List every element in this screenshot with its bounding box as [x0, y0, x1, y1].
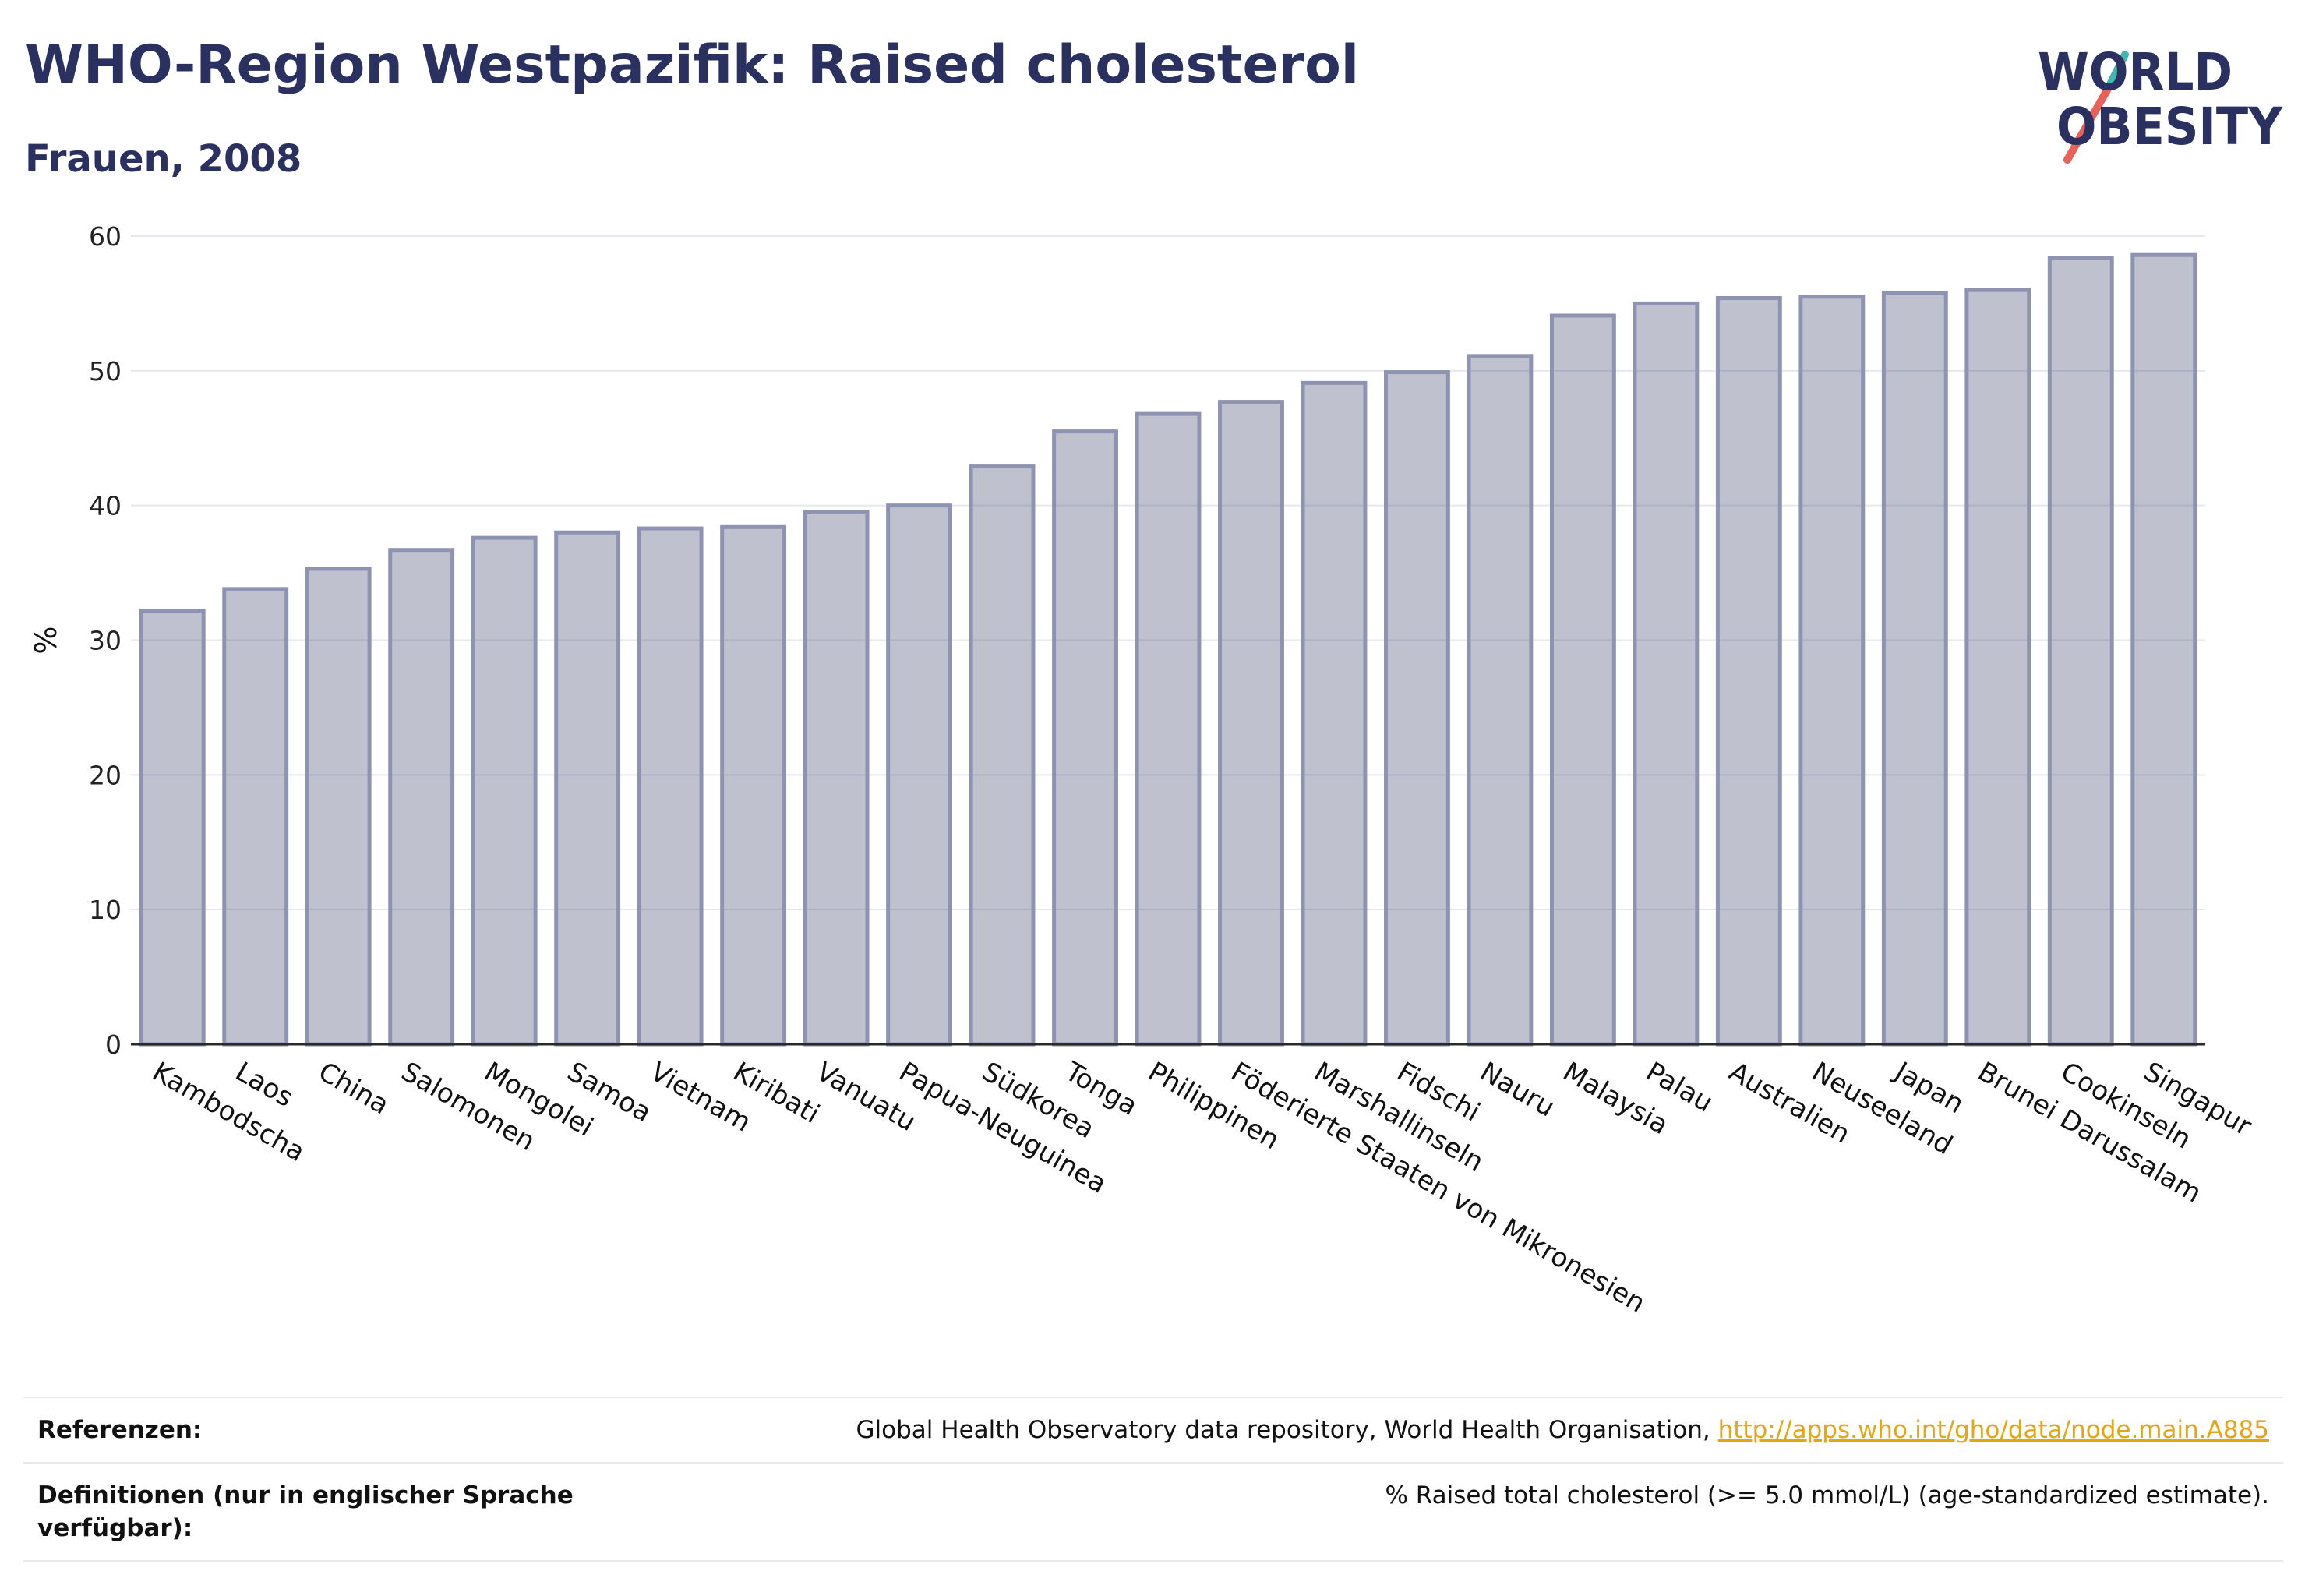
bar[interactable] — [1964, 288, 2031, 1047]
logo-line1: WORLD — [2038, 42, 2233, 102]
bar[interactable] — [720, 524, 787, 1047]
bar[interactable] — [2130, 252, 2197, 1047]
chart-title: WHO-Region Westpazifik: Raised cholester… — [25, 34, 1360, 96]
logo-line2: OBESITY — [2056, 97, 2283, 157]
bar[interactable] — [637, 526, 704, 1047]
references-row: Referenzen: Global Health Observatory da… — [23, 1396, 2283, 1462]
y-tick-label: 0 — [105, 1029, 122, 1060]
bar[interactable] — [803, 510, 870, 1047]
bar[interactable] — [1135, 411, 1202, 1047]
references-link[interactable]: http://apps.who.int/gho/data/node.main.A… — [1717, 1416, 2269, 1444]
bar[interactable] — [1218, 400, 1284, 1047]
bar[interactable] — [969, 464, 1036, 1047]
references-text: Global Health Observatory data repositor… — [856, 1416, 1718, 1444]
y-tick-label: 30 — [89, 626, 122, 656]
footer-table: Referenzen: Global Health Observatory da… — [23, 1396, 2283, 1562]
y-tick-label: 40 — [89, 491, 122, 521]
bar[interactable] — [1467, 354, 1534, 1047]
bar[interactable] — [886, 503, 952, 1047]
definitions-row: Definitionen (nur in englischer Sprache … — [23, 1462, 2283, 1562]
bar[interactable] — [1798, 295, 1866, 1047]
y-axis-label: % — [29, 626, 63, 654]
y-tick-label: 50 — [89, 356, 122, 387]
chart-subtitle: Frauen, 2008 — [25, 137, 302, 181]
bar[interactable] — [1633, 301, 1700, 1047]
bar[interactable] — [1384, 370, 1450, 1047]
bars — [139, 252, 2197, 1047]
definitions-value: % Raised total cholesterol (>= 5.0 mmol/… — [1385, 1481, 2269, 1509]
bar[interactable] — [139, 608, 206, 1047]
x-tick-label: China — [313, 1056, 394, 1121]
logo-slash-top — [2106, 51, 2129, 90]
references-value: Global Health Observatory data repositor… — [842, 1398, 2283, 1462]
y-tick-label: 20 — [89, 760, 122, 790]
bar[interactable] — [1301, 380, 1368, 1047]
logo-slash-bottom — [2063, 85, 2112, 164]
bar[interactable] — [222, 587, 289, 1047]
bar[interactable] — [388, 548, 455, 1047]
x-tick-label: Nauru — [1474, 1056, 1560, 1123]
grid-lines — [131, 235, 2205, 911]
y-tick-label: 60 — [89, 221, 122, 252]
definitions-label: Definitionen (nur in englischer Sprache … — [37, 1481, 574, 1542]
bar[interactable] — [305, 567, 372, 1047]
bar[interactable] — [554, 530, 621, 1047]
y-axis-ticks: 0 10 20 30 40 50 60 — [89, 221, 122, 1060]
bar[interactable] — [1052, 429, 1118, 1047]
y-tick-label: 10 — [89, 895, 122, 925]
bar[interactable] — [2047, 256, 2114, 1047]
bar[interactable] — [1715, 296, 1782, 1047]
references-label: Referenzen: — [37, 1416, 203, 1444]
bar[interactable] — [1549, 313, 1616, 1047]
world-obesity-logo: WORLD OBESITY — [2038, 42, 2283, 164]
x-tick-label: Kambodscha — [147, 1056, 310, 1168]
bar[interactable] — [471, 535, 538, 1047]
bar[interactable] — [1881, 291, 1948, 1047]
